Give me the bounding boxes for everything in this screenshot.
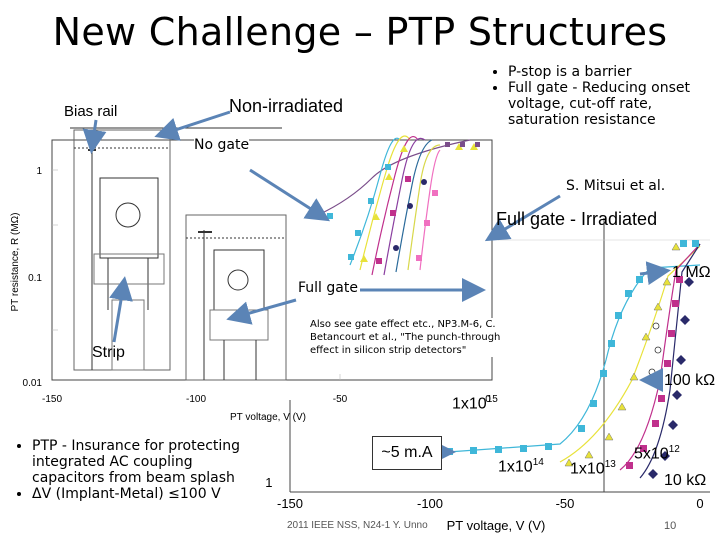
top-bullet-list: P-stop is a barrier Full gate - Reducing… <box>492 64 712 128</box>
dose-1e14-base: 1x10 <box>498 458 533 476</box>
label-full-gate: Full gate <box>298 280 358 296</box>
left-curves <box>317 135 471 276</box>
label-bias-rail: Bias rail <box>64 103 118 120</box>
bullet-full-gate: Full gate - Reducing onset voltage, cut-… <box>508 80 712 128</box>
left-curve-markers <box>327 142 480 264</box>
left-ylabel: PT resistance, R (MΩ) <box>10 213 21 312</box>
label-dose-1e14: 1x1014 <box>498 457 544 476</box>
label-5ma: ~5 m.A <box>381 444 433 461</box>
right-xlabel: PT voltage, V (V) <box>447 518 546 533</box>
label-100-kohm: 100 kΩ <box>664 372 716 389</box>
dose-1e15-base: 1x10 <box>452 395 487 413</box>
bullet-pstop: P-stop is a barrier <box>508 64 712 80</box>
left-xtick-0: 0 <box>485 394 491 405</box>
label-dose-1e13: 1x1013 <box>570 459 616 478</box>
page-number: 10 <box>664 520 677 532</box>
label-mitsui: S. Mitsui et al. <box>566 178 666 194</box>
label-strip: Strip <box>92 344 125 361</box>
structure-drawing-full-gate <box>185 214 287 381</box>
dose-1e13-exp: 13 <box>604 459 616 470</box>
label-1-mohm: 1 MΩ <box>672 264 711 281</box>
label-full-gate-irradiated: Full gate - Irradiated <box>496 209 658 229</box>
label-dose-5e12: 5x1012 <box>634 444 680 463</box>
label-non-irradiated: Non-irradiated <box>229 96 344 116</box>
annotation-arrows <box>82 110 671 464</box>
left-ytick-0.1: 0.1 <box>28 273 42 284</box>
label-dose-1e15: 1x1015 <box>452 394 498 413</box>
dose-1e13-base: 1x10 <box>570 460 605 478</box>
bottom-bullet-list: PTP - Insurance for protecting integrate… <box>16 438 266 502</box>
label-no-gate: No gate <box>194 137 250 153</box>
left-xtick-neg50: -50 <box>333 394 348 405</box>
left-ytick-1: 1 <box>36 166 42 177</box>
footer-citation: 2011 IEEE NSS, N24-1 Y. Unno <box>287 520 428 531</box>
left-xtick-neg100: -100 <box>186 394 206 405</box>
label-10-kohm: 10 kΩ <box>664 472 707 489</box>
label-see-also: Also see gate effect etc., NP3.M-6, C. B… <box>310 318 506 357</box>
right-xtick-neg100: -100 <box>417 496 443 511</box>
dose-5e12-base: 5x10 <box>634 445 669 463</box>
left-plot: 1 0.1 0.01 -150 -100 -50 0 PT voltage, V… <box>10 127 493 423</box>
bullet-ptp-insurance: PTP - Insurance for protecting integrate… <box>32 438 266 486</box>
right-xtick-neg150: -150 <box>277 496 303 511</box>
right-plot: -150 -100 -50 0 PT voltage, V (V) 01 <box>258 218 710 533</box>
dose-1e15-exp: 15 <box>486 394 498 405</box>
left-xtick-neg150: -150 <box>42 394 62 405</box>
structure-drawing-no-gate <box>73 129 171 371</box>
right-xtick-0: 0 <box>696 496 703 511</box>
left-xlabel: PT voltage, V (V) <box>230 412 306 423</box>
dose-1e14-exp: 14 <box>532 457 544 468</box>
dose-5e12-exp: 12 <box>668 444 680 455</box>
right-xtick-neg50: -50 <box>556 496 575 511</box>
label-5ma-box: ~5 m.A <box>372 436 442 470</box>
slide-title: New Challenge – PTP Structures <box>52 10 668 54</box>
bullet-delta-v: ΔV (Implant-Metal) ≤100 V <box>32 486 266 502</box>
left-ytick-0.01: 0.01 <box>23 378 43 389</box>
